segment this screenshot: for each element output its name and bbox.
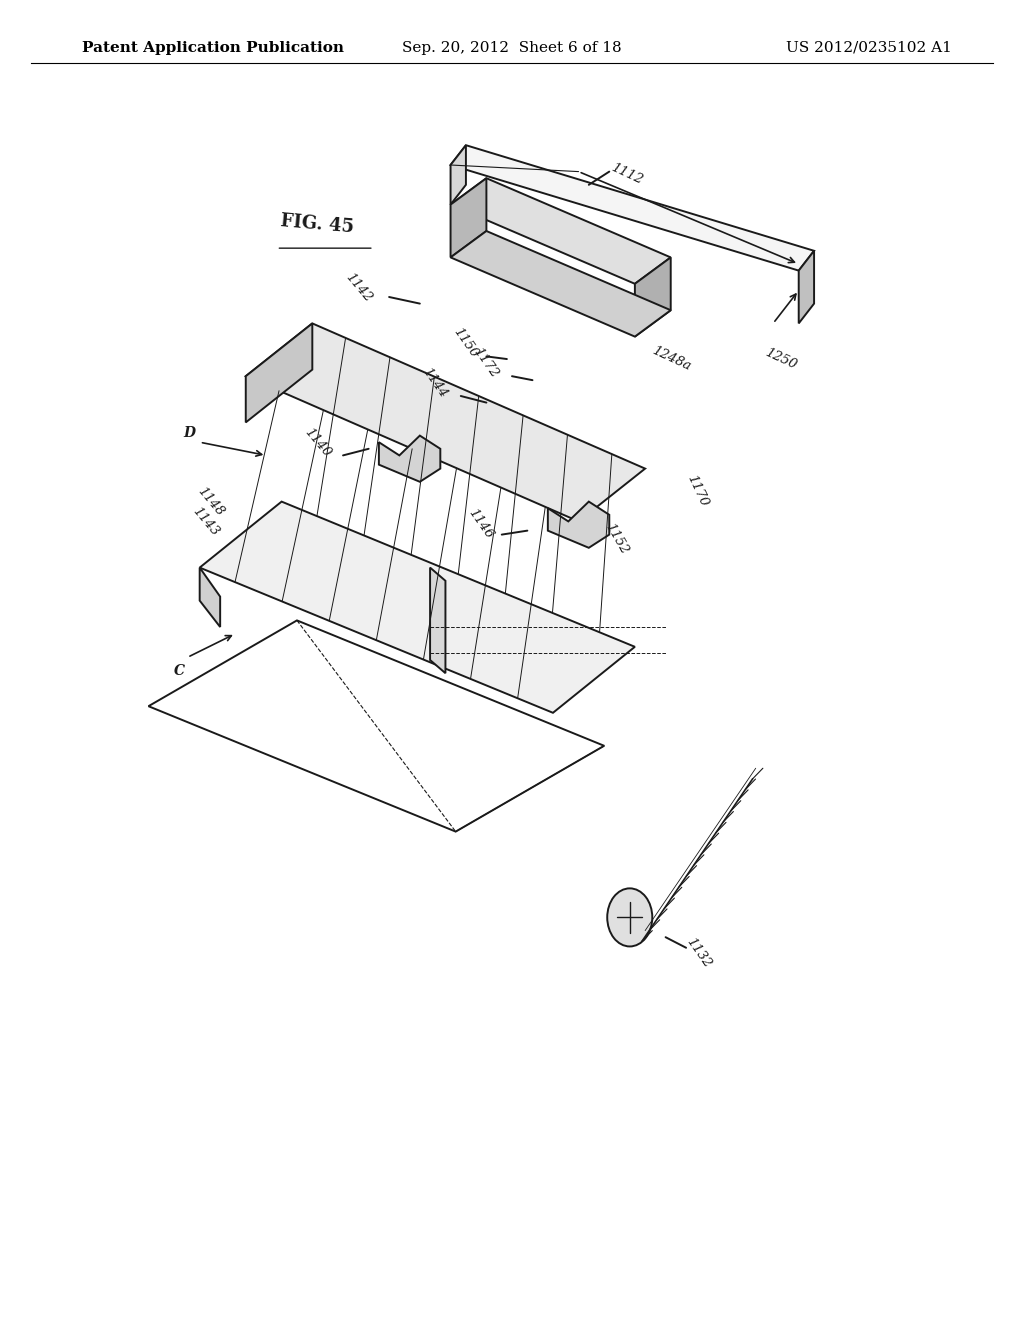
Polygon shape: [451, 145, 814, 271]
Text: Sep. 20, 2012  Sheet 6 of 18: Sep. 20, 2012 Sheet 6 of 18: [402, 41, 622, 54]
Text: 1152: 1152: [602, 521, 630, 556]
Circle shape: [607, 888, 652, 946]
Polygon shape: [451, 178, 486, 257]
Polygon shape: [451, 178, 671, 284]
Text: 1172: 1172: [471, 346, 501, 380]
Polygon shape: [635, 257, 671, 337]
Text: 1140: 1140: [302, 425, 334, 459]
Text: 1112: 1112: [609, 161, 645, 187]
Text: 1142: 1142: [343, 271, 375, 305]
Text: 1170: 1170: [684, 473, 710, 510]
Text: 1248a: 1248a: [650, 345, 693, 374]
Text: 1143: 1143: [189, 504, 221, 539]
Text: 1148: 1148: [195, 484, 226, 519]
Polygon shape: [548, 502, 609, 548]
Text: 1150: 1150: [451, 326, 480, 360]
Text: 1144: 1144: [420, 366, 450, 400]
Text: US 2012/0235102 A1: US 2012/0235102 A1: [786, 41, 952, 54]
Text: 1250: 1250: [763, 346, 799, 372]
Text: FIG. 45: FIG. 45: [280, 213, 355, 236]
Polygon shape: [246, 323, 645, 521]
Text: D: D: [183, 426, 196, 440]
Polygon shape: [200, 568, 220, 627]
Polygon shape: [246, 323, 312, 422]
Polygon shape: [451, 145, 466, 205]
Polygon shape: [200, 502, 635, 713]
Polygon shape: [451, 231, 671, 337]
Text: 1132: 1132: [684, 936, 714, 970]
Text: Patent Application Publication: Patent Application Publication: [82, 41, 344, 54]
Polygon shape: [379, 436, 440, 482]
Polygon shape: [430, 568, 445, 673]
Text: C: C: [174, 664, 184, 677]
Text: 1146: 1146: [466, 507, 496, 541]
Polygon shape: [799, 251, 814, 323]
